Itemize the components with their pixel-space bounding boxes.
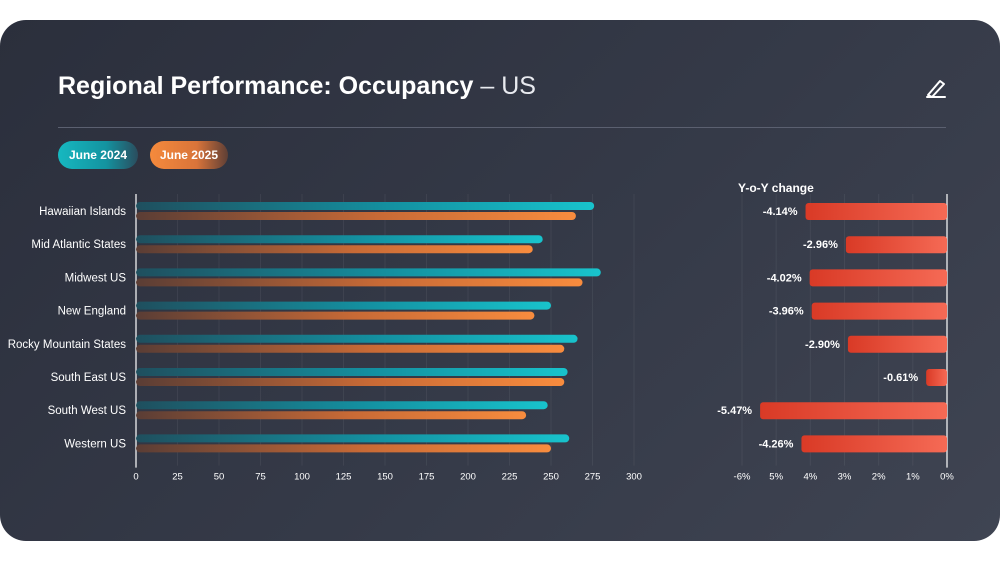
category-label: Hawaiian Islands: [39, 206, 126, 218]
chart-labels: 0 25 50 75 100 125 150 175 200 225 250 275 300 -6% 5% 4…: [8, 206, 955, 483]
category-label: Midwest US: [65, 272, 127, 284]
yoy-bar: [760, 402, 947, 420]
category-label: Mid Atlantic States: [31, 239, 126, 251]
bar-june-2024: [136, 235, 543, 244]
main-bars: [136, 202, 601, 453]
main-gridlines: [135, 194, 635, 468]
yoy-tick-label: -6%: [734, 472, 751, 483]
yoy-bar: [801, 435, 947, 453]
yoy-value-label: -2.90%: [805, 339, 840, 351]
bar-june-2024: [136, 434, 570, 443]
bar-june-2024: [136, 401, 548, 410]
category-label: South West US: [48, 405, 127, 417]
x-tick-label: 175: [419, 472, 435, 483]
title-region: US: [501, 72, 536, 100]
x-tick-label: 0: [133, 472, 138, 483]
yoy-bar: [805, 203, 947, 220]
category-label: Rocky Mountain States: [8, 339, 127, 351]
yoy-value-label: -2.96%: [803, 239, 838, 251]
title-separator: –: [473, 72, 502, 100]
x-tick-label: 225: [502, 472, 518, 483]
legend-june-2025[interactable]: June 2025: [150, 141, 228, 169]
yoy-title: Y-o-Y change: [738, 181, 814, 195]
pencil-edit-icon[interactable]: [924, 76, 948, 100]
yoy-gridlines: [741, 194, 948, 468]
bar-june-2025: [136, 311, 535, 320]
x-tick-label: 150: [377, 472, 393, 483]
bar-june-2024: [136, 301, 551, 310]
bar-june-2025: [136, 378, 565, 386]
legend-june-2024[interactable]: June 2024: [58, 141, 138, 169]
category-label: Western US: [64, 438, 126, 450]
yoy-value-label: -3.96%: [769, 306, 804, 318]
yoy-bar: [847, 335, 947, 353]
x-tick-label: 200: [460, 472, 476, 483]
x-tick-label: 50: [214, 472, 225, 483]
yoy-bar: [809, 269, 947, 287]
yoy-bar: [926, 369, 947, 386]
x-tick-label: 75: [255, 472, 266, 483]
x-tick-label: 100: [294, 472, 310, 483]
yoy-tick-label: 5%: [769, 472, 783, 483]
bar-june-2025: [136, 212, 576, 220]
yoy-value-label: -5.47%: [717, 405, 752, 417]
chart-title: Regional Performance: Occupancy – US: [58, 72, 536, 101]
bar-june-2024: [136, 368, 568, 376]
yoy-tick-label: 3%: [838, 472, 852, 483]
bar-june-2025: [136, 245, 533, 254]
bar-june-2025: [136, 278, 583, 287]
x-tick-label: 275: [585, 472, 601, 483]
x-tick-label: 125: [336, 472, 352, 483]
bar-june-2025: [136, 444, 551, 453]
category-label: South East US: [51, 372, 127, 384]
title-main: Regional Performance: Occupancy: [58, 72, 474, 100]
yoy-bar: [811, 302, 947, 320]
header-divider: [58, 127, 946, 128]
x-tick-label: 300: [626, 472, 642, 483]
bar-june-2024: [136, 268, 601, 277]
x-tick-label: 250: [543, 472, 559, 483]
bar-june-2024: [136, 202, 595, 210]
yoy-tick-label: 2%: [872, 472, 886, 483]
yoy-value-label: -4.26%: [759, 438, 794, 450]
yoy-tick-label: 4%: [803, 472, 817, 483]
yoy-tick-label: 0%: [940, 472, 954, 483]
category-label: New England: [58, 306, 126, 318]
bar-june-2025: [136, 344, 565, 353]
yoy-value-label: -4.14%: [763, 206, 798, 218]
x-tick-label: 25: [172, 472, 183, 483]
yoy-tick-label: 1%: [906, 472, 920, 483]
yoy-value-label: -4.02%: [767, 272, 802, 284]
yoy-bars: [760, 203, 947, 453]
yoy-value-label: -0.61%: [883, 372, 918, 384]
yoy-bar: [845, 236, 947, 254]
bar-june-2025: [136, 411, 527, 420]
bar-june-2024: [136, 334, 578, 343]
